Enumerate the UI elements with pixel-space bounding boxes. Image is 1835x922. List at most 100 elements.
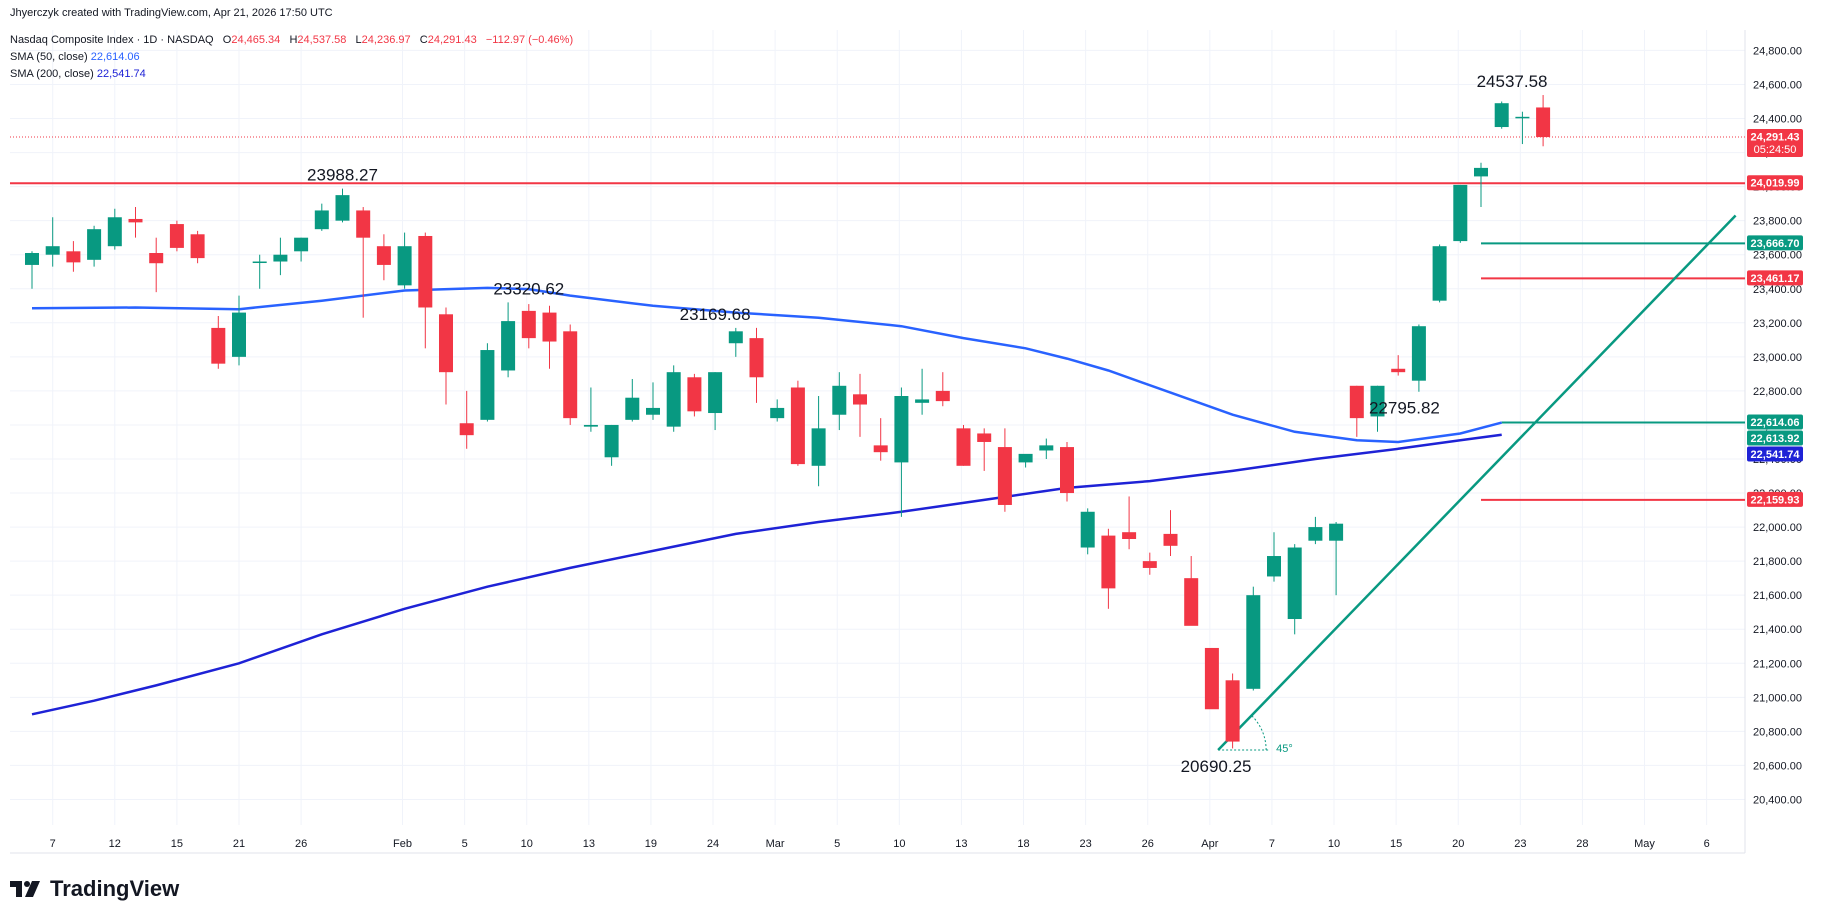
candle-body — [128, 218, 143, 223]
x-tick-label: 18 — [1017, 838, 1029, 850]
candle-body — [1122, 532, 1137, 540]
candle — [873, 418, 888, 461]
axis-badge-label: 22,613.92 — [1751, 433, 1800, 445]
axis-price-badge — [1747, 235, 1803, 251]
candle — [646, 382, 660, 420]
candle-body — [894, 396, 909, 463]
sma200-label: SMA (200, close) — [10, 68, 94, 80]
candle — [542, 305, 557, 369]
candle-body — [956, 428, 971, 466]
candle-body — [1246, 595, 1261, 689]
candle — [625, 378, 640, 422]
x-tick-label: 7 — [50, 838, 56, 850]
x-tick-label: 15 — [171, 838, 183, 850]
candle-body — [252, 261, 267, 264]
candle-body — [625, 397, 640, 420]
candle — [853, 373, 867, 437]
low-value: 24,236.97 — [361, 34, 411, 46]
x-tick-label: 13 — [583, 838, 595, 850]
candle — [1060, 441, 1074, 502]
candle — [790, 380, 805, 466]
y-tick-label: 21,400.00 — [1753, 624, 1802, 636]
candle-body — [1308, 527, 1323, 541]
candle-body — [708, 372, 723, 414]
candle-body — [1163, 533, 1178, 546]
candle-body — [418, 235, 433, 308]
candle — [252, 254, 267, 289]
candle — [128, 207, 143, 238]
candle-body — [1039, 445, 1054, 451]
x-tick-label: 28 — [1576, 838, 1588, 850]
x-tick-label: 10 — [1328, 838, 1340, 850]
candle-body — [232, 312, 246, 357]
candle — [1287, 544, 1302, 635]
price-annotation: 23320.62 — [493, 279, 564, 298]
candle — [1267, 532, 1281, 582]
x-tick-label: 10 — [521, 838, 533, 850]
y-tick-label: 23,000.00 — [1753, 352, 1802, 364]
symbol-name: Nasdaq Composite Index · 1D · NASDAQ — [10, 34, 214, 46]
x-tick-label: Mar — [766, 838, 785, 850]
candle-body — [853, 394, 867, 405]
axis-price-badge — [1747, 129, 1803, 158]
candle-body — [790, 387, 805, 465]
candle-body — [646, 407, 660, 415]
low-label: L — [355, 34, 362, 46]
x-tick-label: 10 — [893, 838, 905, 850]
brand-name: TradingView — [50, 876, 180, 901]
axis-badge-label: 22,541.74 — [1751, 449, 1801, 461]
x-tick-label: 23 — [1514, 838, 1526, 850]
high-value: 24,537.58 — [297, 34, 347, 46]
axis-price-badge — [1747, 446, 1803, 462]
candle — [708, 372, 723, 431]
open-label: O — [222, 34, 232, 46]
sma200-legend[interactable]: SMA (200, close) 22,541.74 — [10, 68, 146, 80]
y-tick-label: 21,600.00 — [1753, 590, 1802, 602]
candle-body — [563, 331, 578, 419]
candle-body — [1453, 184, 1468, 242]
candle-body — [459, 423, 474, 436]
x-tick-label: 7 — [1269, 838, 1275, 850]
candle-body — [666, 372, 681, 427]
close-value: 24,291.43 — [427, 34, 477, 46]
candle-body — [314, 210, 329, 230]
y-tick-label: 20,600.00 — [1753, 760, 1802, 772]
candle — [149, 237, 164, 293]
sma200-value: 22,541.74 — [96, 68, 146, 80]
x-tick-label: 20 — [1452, 838, 1464, 850]
candle-body — [190, 234, 205, 259]
y-tick-label: 24,800.00 — [1753, 45, 1802, 57]
tradingview-logo[interactable]: TradingView — [10, 876, 179, 902]
candle-body — [25, 253, 39, 265]
candle — [1142, 552, 1157, 575]
sma50-line — [31, 286, 1503, 444]
axis-price-badge — [1747, 430, 1803, 446]
candle — [894, 387, 909, 517]
candle — [1370, 385, 1385, 432]
candle-body — [1142, 561, 1157, 568]
x-tick-label: 5 — [462, 838, 468, 850]
candle — [1184, 556, 1199, 626]
x-tick-label: 19 — [645, 838, 657, 850]
candle-body — [66, 251, 81, 263]
axis-badge-label: 23,461.17 — [1751, 273, 1800, 285]
candle — [956, 424, 971, 466]
candle-body — [604, 424, 619, 458]
sma50-legend[interactable]: SMA (50, close) 22,614.06 — [10, 51, 140, 63]
candle — [1308, 516, 1323, 545]
candle — [66, 241, 81, 272]
y-tick-label: 23,200.00 — [1753, 318, 1802, 330]
x-tick-label: 21 — [233, 838, 245, 850]
price-annotation: 23988.27 — [307, 166, 378, 185]
candle-body — [935, 390, 950, 402]
candle — [107, 208, 122, 250]
price-annotation: 24537.58 — [1477, 72, 1548, 91]
candle-body — [87, 229, 102, 260]
candle-body — [1101, 535, 1116, 589]
price-annotation: 23169.68 — [680, 305, 751, 324]
axis-badge-label: 22,159.93 — [1751, 494, 1800, 506]
candle-body — [397, 246, 412, 286]
